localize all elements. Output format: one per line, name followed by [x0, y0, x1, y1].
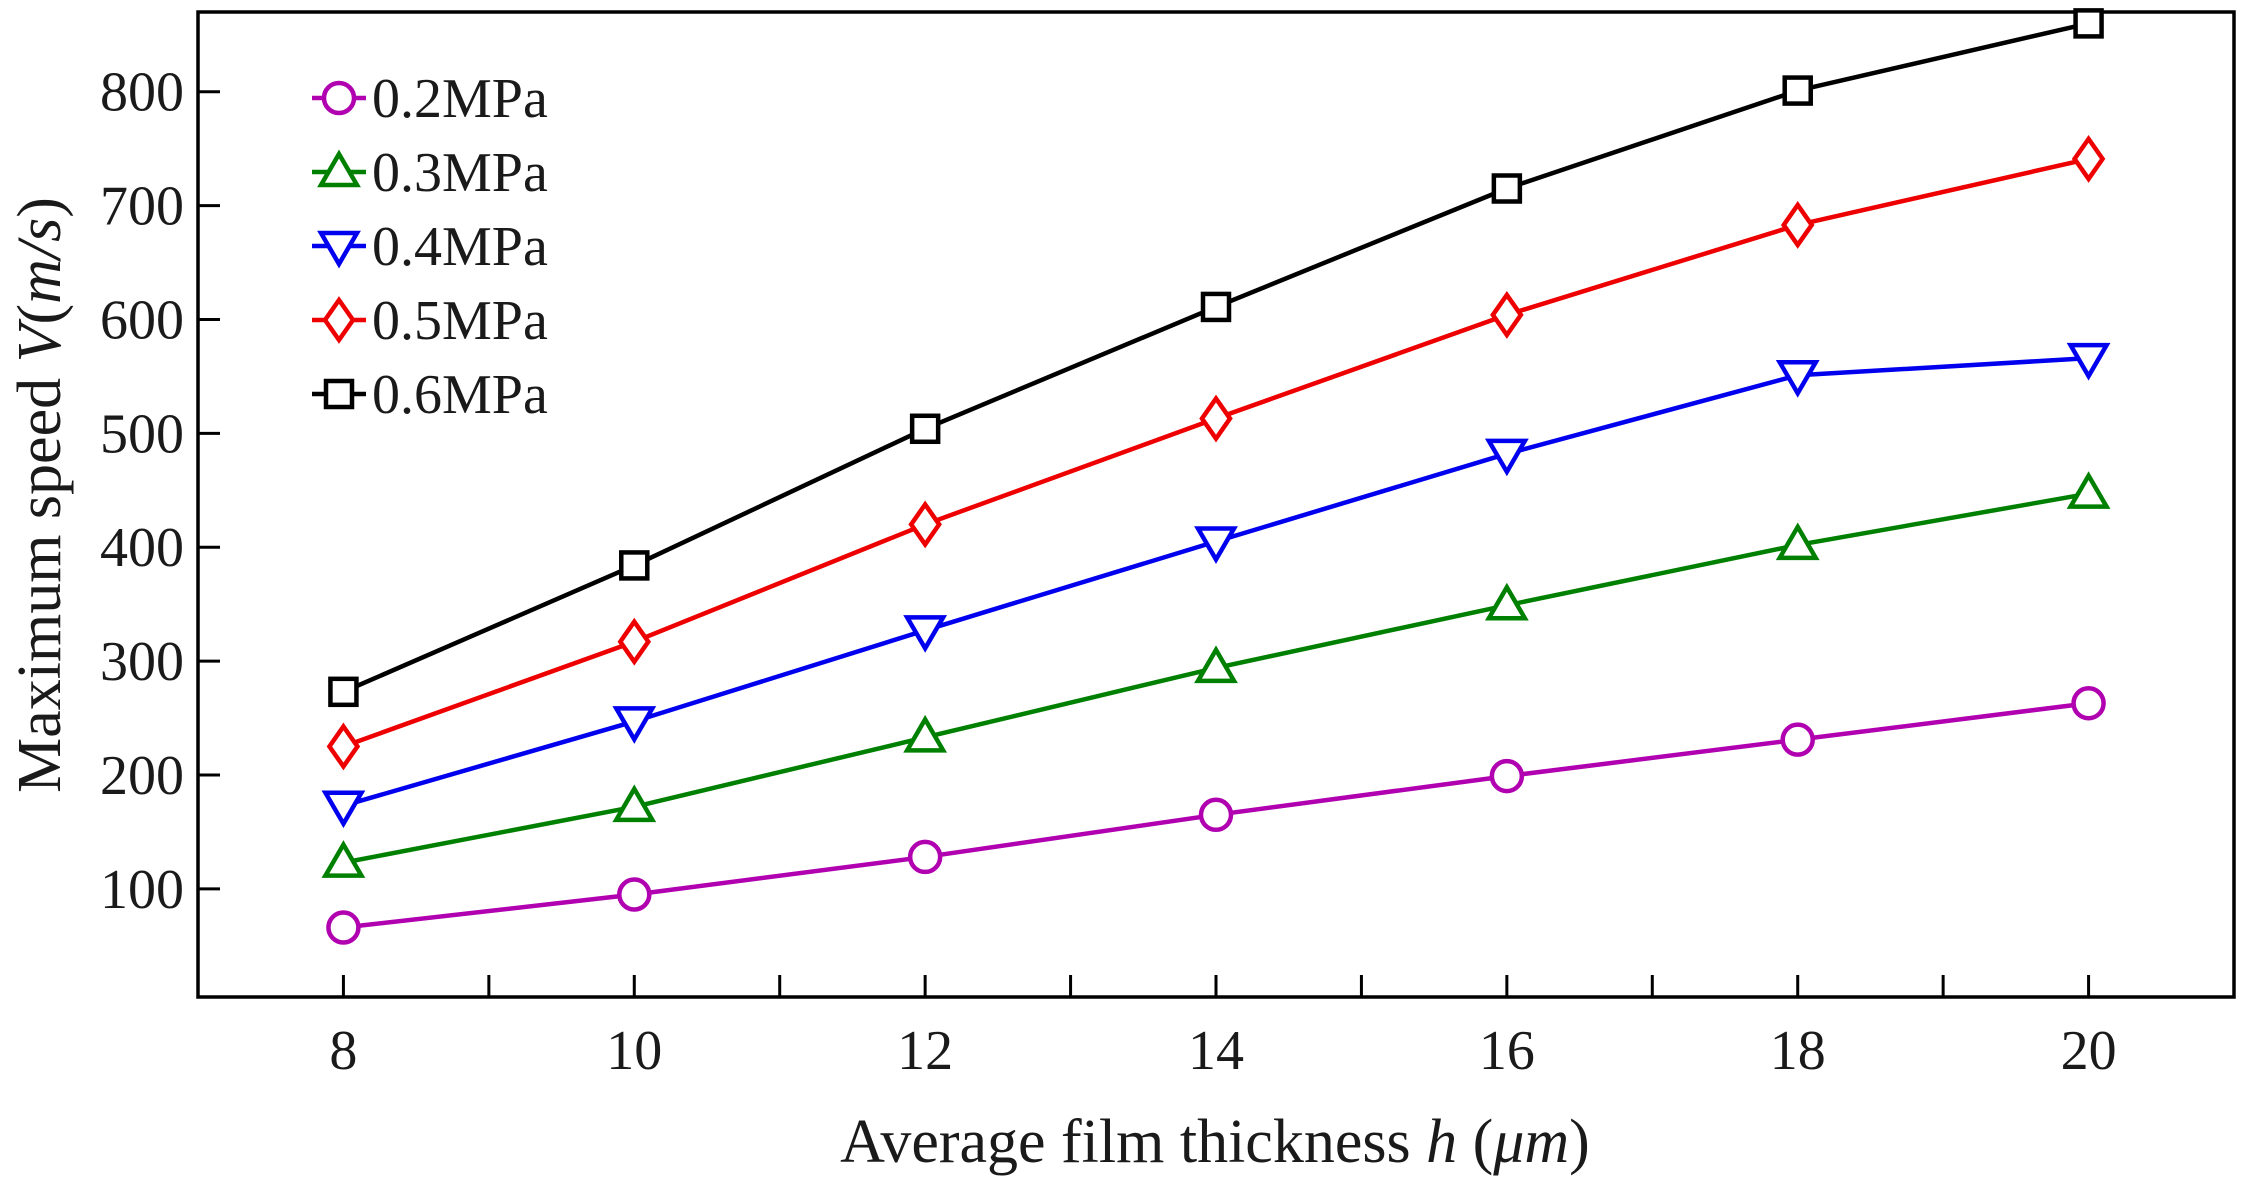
legend-entry: 0.3MPa — [312, 142, 548, 204]
legend-marker — [317, 230, 361, 269]
x-axis-title-unit: μm — [1492, 1108, 1569, 1176]
y-tick-label: 400 — [100, 517, 184, 579]
data-point — [1490, 290, 1524, 339]
data-point — [1489, 758, 1525, 794]
y-tick-label: 800 — [100, 62, 184, 124]
series-0.3MPa — [321, 471, 2111, 878]
legend-label: 0.4MPa — [372, 216, 548, 278]
legend-label: 0.3MPa — [372, 142, 548, 204]
data-point — [1780, 722, 1815, 757]
data-point — [908, 500, 942, 549]
data-point — [1780, 201, 1815, 249]
y-tick-label: 100 — [100, 859, 184, 921]
x-axis-title: Average film thickness h (μm) — [840, 1108, 1590, 1176]
data-point — [328, 676, 359, 708]
y-axis-title-var: V — [6, 318, 74, 362]
data-point — [326, 722, 361, 771]
legend-label: 0.5MPa — [372, 290, 548, 352]
y-axis-title-text: Maximum speed — [6, 378, 74, 793]
data-point — [1199, 394, 1233, 443]
y-axis-title-unit: m/s — [6, 218, 74, 304]
data-point — [619, 550, 650, 581]
data-point — [321, 790, 366, 829]
data-point — [2071, 134, 2106, 183]
x-tick-label: 8 — [329, 1020, 357, 1082]
legend: 0.2MPa 0.3MPa 0.4MPa 0.5MPa 0.6MPa — [312, 68, 548, 426]
series-0.4MPa — [321, 342, 2111, 829]
data-point — [2071, 685, 2106, 721]
y-tick-label: 200 — [100, 745, 184, 807]
series-0.6MPa — [328, 8, 2104, 708]
data-point — [612, 784, 657, 823]
data-point — [617, 617, 652, 666]
data-point — [1194, 645, 1238, 684]
axes: 8 10 12 14 16 18 20 100 200 300 400 500 600 700 800 — [100, 10, 2236, 1082]
legend-entry: 0.2MPa — [312, 68, 548, 130]
legend-marker — [321, 80, 357, 116]
data-point — [1775, 522, 1820, 561]
y-tick-label: 600 — [100, 289, 184, 351]
data-point — [1775, 360, 1820, 398]
data-point — [1484, 438, 1529, 477]
series-0.2MPa — [326, 685, 2106, 945]
data-point — [1491, 173, 1523, 204]
data-point — [903, 615, 948, 653]
data-point — [903, 714, 948, 753]
data-point — [321, 840, 366, 878]
data-point — [2066, 471, 2111, 509]
legend-marker — [322, 296, 356, 344]
x-tick-label: 20 — [2061, 1020, 2117, 1082]
y-tick-label: 700 — [100, 176, 184, 238]
data-point — [617, 877, 652, 912]
series-line — [342, 21, 2090, 694]
x-tick-label: 10 — [606, 1020, 662, 1082]
data-point — [1484, 582, 1529, 621]
x-tick-label: 16 — [1479, 1020, 1535, 1082]
x-axis-title-var: h — [1426, 1108, 1457, 1176]
series-0.5MPa — [326, 134, 2106, 771]
data-point — [907, 839, 943, 875]
data-point — [1782, 75, 1813, 106]
legend-label: 0.2MPa — [372, 68, 548, 130]
data-point — [612, 706, 657, 744]
legend-marker — [323, 378, 355, 410]
data-point — [909, 413, 941, 445]
data-point — [1198, 797, 1234, 833]
y-tick-label: 500 — [100, 403, 184, 465]
data-point — [2073, 8, 2104, 39]
x-tick-label: 12 — [897, 1020, 953, 1082]
x-axis-title-text: Average film thickness — [840, 1108, 1410, 1176]
y-tick-label: 300 — [100, 631, 184, 693]
legend-marker — [317, 149, 361, 188]
data-point — [2066, 342, 2111, 381]
legend-entry: 0.6MPa — [312, 364, 548, 426]
legend-entry: 0.4MPa — [312, 216, 548, 278]
data-point — [1200, 291, 1232, 323]
data-point — [326, 910, 361, 945]
legend-label: 0.6MPa — [372, 364, 548, 426]
y-axis-title: Maximum speed V(m/s) — [6, 197, 74, 793]
legend-entry: 0.5MPa — [312, 290, 548, 352]
series-layer — [321, 8, 2111, 945]
x-tick-label: 18 — [1770, 1020, 1826, 1082]
data-point — [1194, 526, 1238, 564]
x-tick-label: 14 — [1188, 1020, 1244, 1082]
